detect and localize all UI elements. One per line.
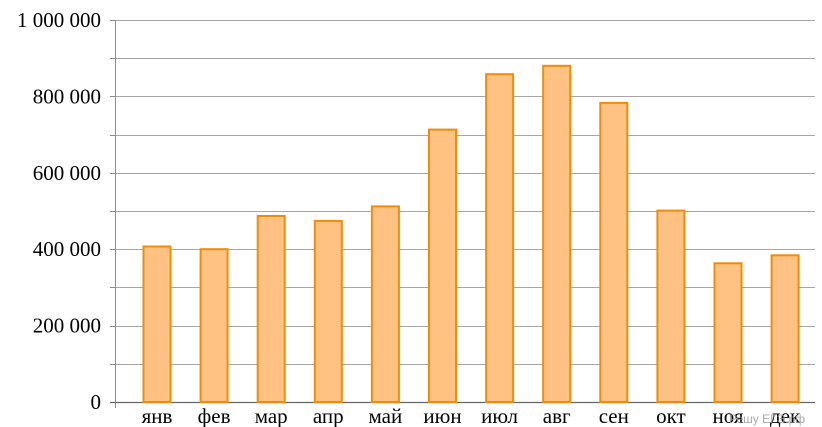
x-tick-label: май: [369, 404, 403, 427]
y-tick-label: 400 000: [33, 237, 101, 261]
bar-май: [370, 205, 400, 403]
bars: [142, 64, 800, 404]
x-tick-label: мар: [255, 404, 288, 427]
x-tick-label: авг: [543, 404, 571, 427]
bar-авг: [542, 64, 572, 404]
bar-янв: [142, 245, 172, 403]
x-tick-label: фев: [198, 404, 231, 427]
bar-фев: [199, 248, 229, 403]
y-tick-label: 600 000: [33, 161, 101, 185]
x-tick-label: дек: [770, 404, 801, 427]
bar-июл: [485, 73, 515, 403]
bar-окт: [656, 209, 686, 403]
x-tick-labels: янв фев мар апр май июн июл авг сен окт ноя дек: [142, 404, 801, 427]
x-tick-label: июл: [481, 404, 518, 427]
bar-ноя: [713, 262, 743, 403]
x-tick-label: янв: [142, 404, 173, 427]
x-tick-label: окт: [656, 404, 686, 427]
bar-сен: [599, 101, 629, 404]
x-tick-label: апр: [313, 404, 344, 427]
bar-дек: [770, 254, 800, 403]
bar-июн: [428, 128, 457, 403]
bar-мар: [256, 215, 286, 403]
y-tick-label: 200 000: [33, 314, 101, 338]
x-tick-label: июн: [423, 404, 461, 427]
y-tick-label: 800 000: [33, 84, 101, 108]
y-tick-labels: 0 200 000 400 000 600 000 800 000 1 000 000: [17, 8, 101, 414]
y-tick-label: 1 000 000: [17, 8, 101, 32]
grid-lines: [115, 20, 815, 365]
x-tick-label: сен: [599, 404, 629, 427]
x-tick-label: ноя: [713, 404, 744, 427]
bar-апр: [313, 219, 343, 403]
y-tick-label: 0: [91, 390, 102, 414]
watermark: Решу ЕГЭ.рф: [729, 412, 805, 426]
